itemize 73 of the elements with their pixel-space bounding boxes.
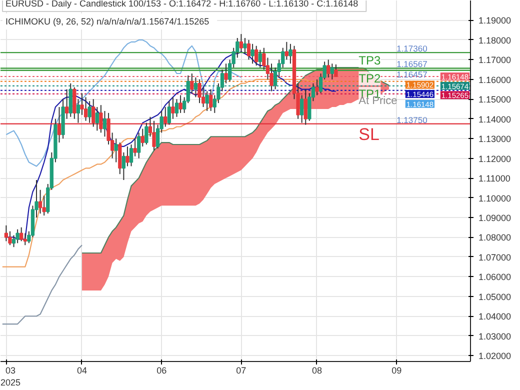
candlestick <box>126 146 130 167</box>
candlestick <box>137 132 141 159</box>
ref-line-label: 1.16457 <box>396 69 428 80</box>
candlestick <box>114 138 118 163</box>
candlestick <box>190 72 194 94</box>
y-tick-label: 1.11000 <box>478 174 510 184</box>
y-tick-label: 1.13000 <box>478 134 512 144</box>
y-tick-label: 1.06000 <box>478 272 512 282</box>
y-tick-label: 1.04000 <box>478 312 512 322</box>
candlestick <box>288 43 292 64</box>
candlestick <box>254 45 258 66</box>
candlestick <box>330 63 334 80</box>
x-tick-label: 08 <box>312 366 322 376</box>
annotation: TP3 <box>358 54 382 68</box>
y-tick-label: 1.16000 <box>478 74 512 85</box>
y-tick-label: 1.08000 <box>478 232 512 243</box>
candlestick <box>243 37 247 54</box>
candlestick <box>4 224 8 242</box>
ref-line-label: 1.17360 <box>396 44 428 54</box>
x-tick-label: 09 <box>392 366 402 376</box>
y-tick-label: 1.12000 <box>478 154 512 164</box>
y-tick-label: 1.09000 <box>478 212 512 223</box>
candlestick <box>171 96 175 120</box>
candlestick <box>326 59 330 78</box>
candlestick <box>88 100 92 124</box>
candlestick <box>209 88 213 112</box>
y-tick-label: 1.15000 <box>478 94 512 105</box>
candlestick <box>133 138 137 157</box>
candlestick <box>140 128 144 147</box>
annotation: SL <box>358 124 380 144</box>
candlestick <box>194 76 198 98</box>
candlestick <box>246 39 251 60</box>
x-tick-label: 07 <box>236 366 246 376</box>
candlestick <box>84 96 88 122</box>
candlestick <box>174 98 179 118</box>
candlestick <box>334 64 338 78</box>
candlestick <box>224 63 228 84</box>
candlestick <box>20 226 24 242</box>
x-tick-label: 04 <box>76 366 87 376</box>
y-tick-label: 1.10000 <box>478 193 512 204</box>
y-tick-label: 1.18000 <box>478 35 512 46</box>
candlestick <box>198 78 202 104</box>
candlestick <box>16 228 20 244</box>
y-tick-label: 1.14000 <box>478 114 512 124</box>
candlestick <box>167 100 171 126</box>
x-tick-label: 03 2025 <box>0 366 21 388</box>
y-tick-label: 1.05000 <box>478 292 512 302</box>
ref-line-label: 1.13750 <box>396 114 428 125</box>
annotation: TP2 <box>358 71 382 86</box>
candlestick <box>315 78 319 96</box>
candlestick <box>300 94 304 124</box>
candlestick <box>205 90 209 112</box>
candlestick <box>258 49 262 68</box>
candlestick <box>65 88 69 120</box>
y-tick-label: 1.19000 <box>478 16 512 26</box>
candlestick <box>95 106 99 132</box>
candlestick <box>250 43 254 64</box>
y-tick-label: 1.03000 <box>478 331 512 342</box>
candlestick <box>72 86 76 120</box>
candlestick <box>38 189 42 214</box>
ref-line-label: 1.16567 <box>396 59 428 70</box>
line-series <box>6 39 242 167</box>
y-tick-label: 1.02000 <box>478 351 512 362</box>
candlestick <box>284 41 288 60</box>
candlestick <box>178 94 182 114</box>
x-tick-label: 06 <box>156 366 167 376</box>
candlestick <box>239 34 244 52</box>
candlestick <box>102 110 107 138</box>
y-tick-label: 1.17000 <box>478 55 512 66</box>
y-tick-label: 1.07000 <box>478 252 512 262</box>
text: ICHIMOKU (9, 26, 52) n/a/n/a/n/a/1.15674/1.15265 <box>6 16 210 26</box>
line-series <box>2 244 83 325</box>
candlestick <box>68 82 72 118</box>
